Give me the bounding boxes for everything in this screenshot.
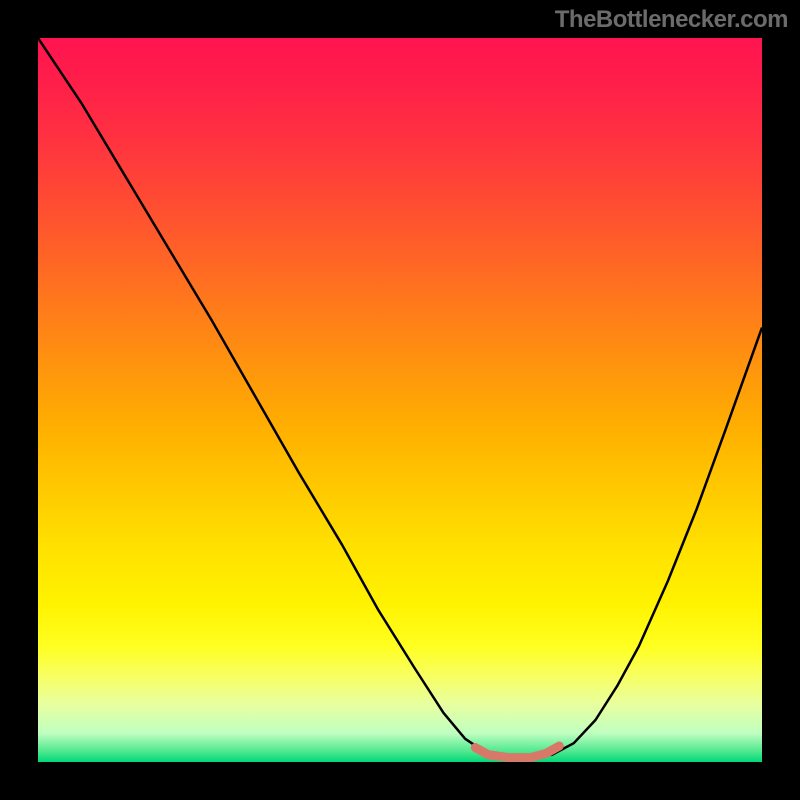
watermark-text: TheBottlenecker.com — [555, 6, 788, 34]
plot-area — [38, 38, 762, 762]
chart-background — [38, 38, 762, 762]
chart-svg — [38, 38, 762, 762]
chart-container: TheBottlenecker.com — [0, 0, 800, 800]
